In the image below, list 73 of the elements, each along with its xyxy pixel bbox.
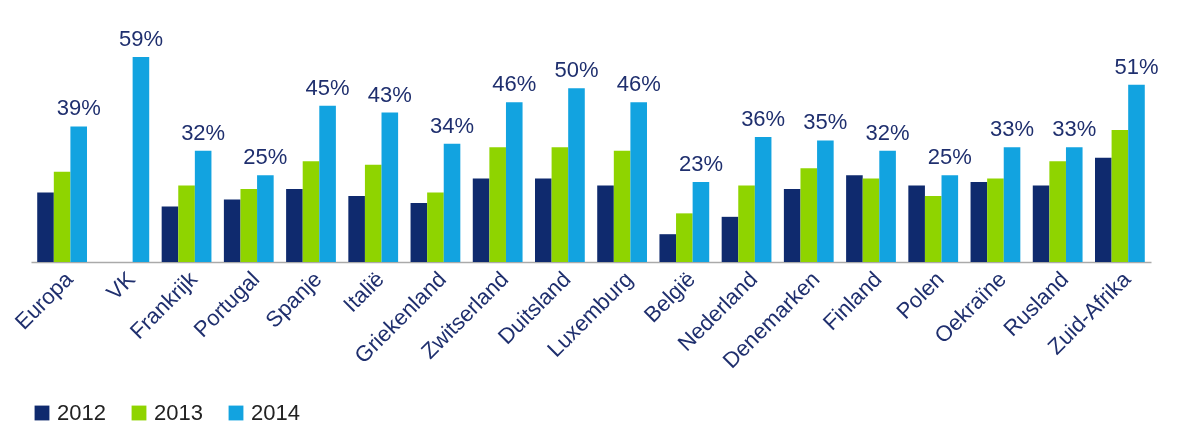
data-label: 50% bbox=[554, 57, 599, 83]
bar bbox=[941, 175, 959, 262]
bar bbox=[613, 150, 631, 262]
data-label: 46% bbox=[492, 71, 537, 97]
bar bbox=[800, 168, 818, 262]
bar bbox=[223, 199, 241, 262]
bar bbox=[783, 189, 801, 262]
bar bbox=[692, 182, 710, 262]
bar bbox=[178, 185, 195, 262]
bar bbox=[132, 57, 150, 262]
bar bbox=[319, 105, 336, 262]
bar bbox=[194, 150, 212, 262]
bar bbox=[676, 213, 693, 262]
bar bbox=[551, 147, 569, 262]
bar bbox=[1032, 185, 1050, 262]
bar bbox=[846, 175, 863, 262]
data-label: 51% bbox=[1114, 53, 1159, 79]
bar bbox=[862, 178, 880, 262]
bar bbox=[1065, 147, 1083, 262]
bar bbox=[568, 88, 585, 262]
bar bbox=[1095, 157, 1112, 262]
bar bbox=[659, 234, 677, 262]
data-label: 25% bbox=[243, 144, 288, 170]
bar bbox=[1049, 161, 1066, 262]
bar bbox=[721, 216, 739, 262]
bar bbox=[908, 185, 925, 262]
bar bbox=[302, 161, 320, 262]
legend-label: 2013 bbox=[154, 400, 203, 425]
data-label: 25% bbox=[927, 144, 972, 170]
bar bbox=[410, 202, 428, 262]
bar bbox=[1111, 129, 1129, 262]
data-label: 46% bbox=[616, 71, 661, 97]
bar bbox=[754, 136, 772, 262]
bar bbox=[427, 192, 444, 262]
bar bbox=[1003, 147, 1021, 262]
bar bbox=[364, 164, 382, 262]
bar bbox=[535, 178, 552, 262]
data-label: 59% bbox=[118, 26, 163, 51]
data-label: 36% bbox=[741, 105, 786, 131]
data-label: 43% bbox=[367, 81, 412, 107]
data-label: 32% bbox=[865, 119, 910, 145]
legend-label: 2012 bbox=[57, 400, 106, 425]
data-label: 33% bbox=[1052, 116, 1097, 142]
legend-label: 2014 bbox=[251, 400, 300, 425]
data-label: 23% bbox=[678, 151, 723, 177]
bar bbox=[472, 178, 490, 262]
data-label: 35% bbox=[803, 109, 848, 135]
data-label: 33% bbox=[990, 116, 1035, 142]
bar bbox=[597, 185, 614, 262]
data-label: 34% bbox=[430, 112, 475, 138]
bar bbox=[1128, 84, 1145, 262]
bar bbox=[443, 143, 461, 262]
data-label: 45% bbox=[305, 74, 350, 100]
bar bbox=[879, 150, 896, 262]
bar bbox=[70, 126, 87, 262]
bar bbox=[987, 178, 1004, 262]
bar bbox=[286, 189, 303, 262]
bar bbox=[348, 195, 365, 262]
bar bbox=[630, 102, 647, 262]
bar bbox=[505, 102, 523, 262]
bar bbox=[53, 171, 71, 262]
bar bbox=[240, 189, 258, 262]
bar bbox=[381, 112, 399, 262]
bar bbox=[817, 140, 834, 262]
bar bbox=[738, 185, 755, 262]
bar bbox=[924, 195, 942, 262]
bar bbox=[970, 182, 988, 262]
data-label: 32% bbox=[181, 119, 226, 145]
bar bbox=[161, 206, 179, 262]
data-label: 39% bbox=[56, 95, 101, 121]
bar bbox=[489, 147, 506, 262]
bar bbox=[37, 192, 54, 262]
bar bbox=[257, 175, 274, 262]
